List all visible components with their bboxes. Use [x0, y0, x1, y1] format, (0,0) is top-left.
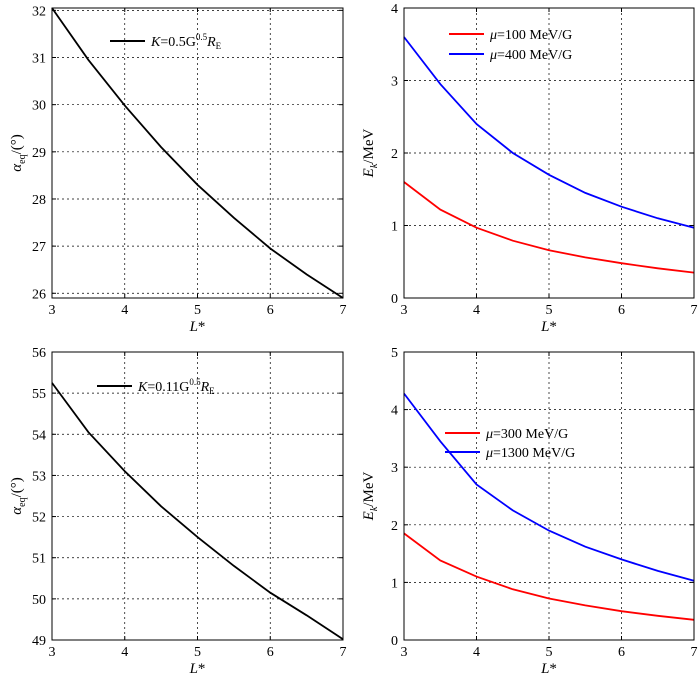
plot-frame	[51, 7, 344, 299]
x-tick-label: 7	[691, 645, 698, 660]
x-axis-label: L*	[540, 661, 557, 677]
legend: μ=100 MeV/G μ=400 MeV/G	[449, 28, 572, 63]
x-tick-label: 7	[340, 645, 347, 660]
y-tick-label: 28	[32, 193, 46, 208]
x-tick-label: 4	[473, 303, 480, 318]
y-tick-label: 55	[32, 387, 46, 402]
x-tick-label: 5	[546, 303, 553, 318]
y-tick-label: 53	[32, 469, 46, 484]
y-tick-label: 27	[32, 240, 46, 255]
y-tick-label: 0	[391, 634, 398, 649]
x-tick-label: 7	[340, 303, 347, 318]
plot-frame	[403, 351, 695, 641]
y-tick-label: 0	[391, 292, 398, 307]
y-tick-label: 29	[32, 146, 46, 161]
y-tick-label: 54	[32, 428, 46, 443]
x-tick-label: 5	[194, 645, 201, 660]
legend-label: μ=100 MeV/G	[489, 28, 572, 43]
x-tick-label: 5	[546, 645, 553, 660]
y-tick-label: 1	[391, 220, 398, 235]
x-axis-label: L*	[189, 319, 206, 335]
y-tick-label: 3	[391, 461, 398, 476]
y-axis-label: αeq/(°)	[9, 134, 28, 171]
x-axis-label: L*	[189, 661, 206, 677]
y-tick-label: 4	[391, 2, 398, 17]
y-tick-label: 26	[32, 287, 46, 302]
y-axis-label: Ek/MeV	[361, 129, 380, 179]
plot-frame	[51, 351, 344, 641]
y-tick-label: 30	[32, 99, 46, 114]
y-axis-label: Ek/MeV	[361, 472, 380, 522]
x-tick-label: 4	[121, 303, 128, 318]
x-tick-label: 6	[267, 303, 274, 318]
series-line-1	[403, 181, 695, 274]
x-tick-label: 3	[401, 303, 408, 318]
x-tick-label: 6	[267, 645, 274, 660]
plot-frame	[403, 7, 695, 299]
series-line-1	[51, 7, 344, 299]
x-tick-label: 7	[691, 303, 698, 318]
legend-label: K=0.11G0.5RE	[137, 377, 215, 396]
legend: μ=300 MeV/G μ=1300 MeV/G	[445, 427, 575, 461]
y-tick-label: 2	[391, 519, 398, 534]
chart-panel-top-right: 3 4 5 6 7 0 1 2 3 4 L* Ek/MeV μ=100 MeV/G μ=400 MeV/G	[361, 2, 698, 335]
series-line-1	[403, 532, 695, 621]
x-tick-label: 6	[618, 645, 625, 660]
y-tick-label: 31	[32, 52, 46, 67]
y-tick-label: 50	[32, 593, 46, 608]
legend-label: μ=1300 MeV/G	[485, 446, 575, 461]
y-tick-label: 4	[391, 404, 398, 419]
x-tick-label: 3	[49, 645, 56, 660]
series-line-2	[403, 36, 695, 229]
series-line-1	[51, 382, 344, 640]
x-tick-label: 4	[121, 645, 128, 660]
x-axis-label: L*	[540, 319, 557, 335]
x-tick-label: 6	[618, 303, 625, 318]
y-tick-label: 56	[32, 346, 46, 361]
x-tick-label: 4	[473, 645, 480, 660]
y-tick-label: 5	[391, 346, 398, 361]
legend: K=0.5G0.5RE	[110, 32, 222, 51]
legend-label: μ=400 MeV/G	[489, 48, 572, 63]
series-line-2	[403, 392, 695, 582]
y-tick-label: 3	[391, 75, 398, 90]
y-tick-label: 52	[32, 511, 46, 526]
x-tick-label: 5	[194, 303, 201, 318]
y-axis-label: αeq/(°)	[9, 477, 28, 514]
y-tick-label: 51	[32, 552, 46, 567]
chart-panel-top-left: 3 4 5 6 7 26 27 28 29 30 31 32 L* αeq/(°) K=0.5G0.5RE	[9, 4, 347, 335]
y-tick-label: 2	[391, 147, 398, 162]
chart-panel-bottom-left: 3 4 5 6 74950515253545556L*αeq/(°)K=0.11G0.5…	[9, 346, 347, 677]
legend: K=0.11G0.5RE	[97, 377, 215, 396]
legend-label: K=0.5G0.5RE	[150, 32, 222, 51]
y-tick-label: 49	[32, 634, 46, 649]
y-tick-label: 1	[391, 576, 398, 591]
x-tick-label: 3	[49, 303, 56, 318]
x-tick-label: 3	[401, 645, 408, 660]
legend-label: μ=300 MeV/G	[485, 427, 568, 442]
y-tick-label: 32	[32, 4, 46, 19]
